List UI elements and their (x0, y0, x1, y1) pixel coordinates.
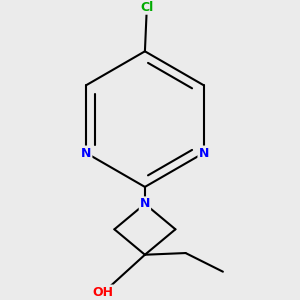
Text: OH: OH (92, 286, 113, 298)
Text: N: N (140, 197, 150, 210)
Text: N: N (81, 146, 92, 160)
Text: N: N (199, 146, 209, 160)
Text: Cl: Cl (140, 1, 153, 14)
